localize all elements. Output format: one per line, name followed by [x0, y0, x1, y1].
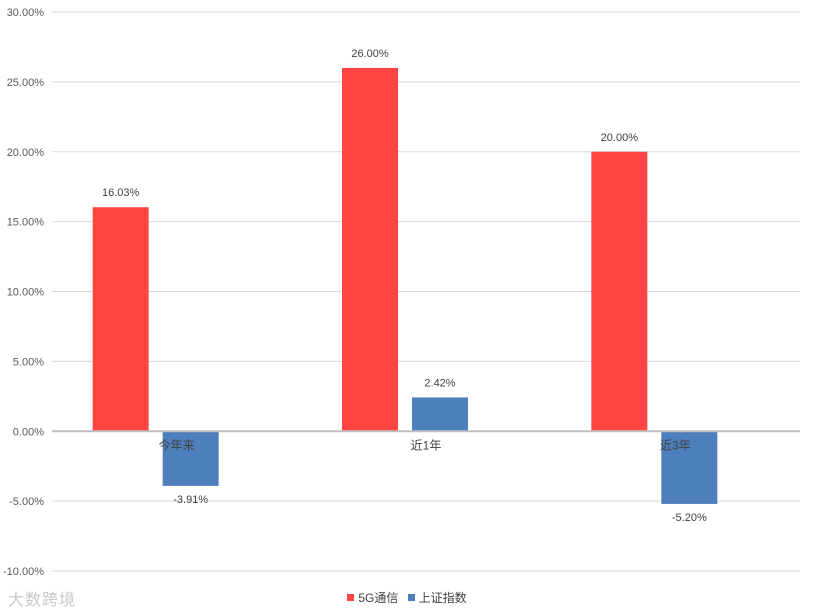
- x-category-label: 近3年: [660, 438, 691, 452]
- legend-swatch-5g: [347, 594, 355, 601]
- data-label: 26.00%: [351, 48, 389, 60]
- y-tick-label: 0.00%: [13, 426, 44, 438]
- bar: [162, 431, 219, 486]
- gridlines: [52, 11, 800, 572]
- y-tick-label: -5.00%: [9, 496, 44, 508]
- legend-label-sse: 上证指数: [418, 591, 467, 605]
- data-labels: 16.03% -3.91% 26.00% 2.42% 20.00% -5.20%: [102, 48, 707, 524]
- x-category-label: 今年来: [159, 437, 195, 452]
- watermark-logo: 大数跨境: [8, 590, 77, 609]
- y-tick-label: -10.00%: [3, 566, 44, 578]
- legend-label-5g: 5G通信: [358, 591, 399, 605]
- y-tick-label: 30.00%: [7, 7, 45, 19]
- bar: [661, 431, 718, 504]
- data-label: 16.03%: [102, 187, 140, 199]
- bars: [92, 67, 718, 504]
- bar-chart: 30.00% 25.00% 20.00% 15.00% 10.00% 5.00% 0.00%…: [3, 7, 800, 578]
- legend-swatch-sse: [407, 594, 415, 601]
- y-tick-label: 10.00%: [7, 287, 45, 299]
- bar: [412, 397, 468, 432]
- bar: [591, 151, 648, 432]
- data-label: -3.91%: [173, 494, 208, 506]
- y-tick-label: 25.00%: [7, 77, 45, 89]
- bar: [342, 67, 398, 432]
- data-label: 2.42%: [424, 377, 455, 389]
- data-label: -5.20%: [672, 512, 707, 524]
- x-axis-category-labels: 今年来 近1年 近3年: [159, 437, 691, 452]
- bar: [92, 207, 149, 432]
- y-tick-label: 20.00%: [7, 147, 45, 159]
- legend: 5G通信 上证指数: [0, 589, 814, 606]
- legend-item-sse: 上证指数: [407, 589, 467, 606]
- y-tick-label: 5.00%: [13, 356, 44, 368]
- y-tick-label: 15.00%: [7, 217, 45, 229]
- x-category-label: 近1年: [411, 438, 442, 452]
- y-axis-tick-labels: 30.00% 25.00% 20.00% 15.00% 10.00% 5.00% 0.00%…: [3, 7, 44, 578]
- data-label: 20.00%: [601, 132, 639, 144]
- legend-item-5g: 5G通信: [347, 589, 398, 606]
